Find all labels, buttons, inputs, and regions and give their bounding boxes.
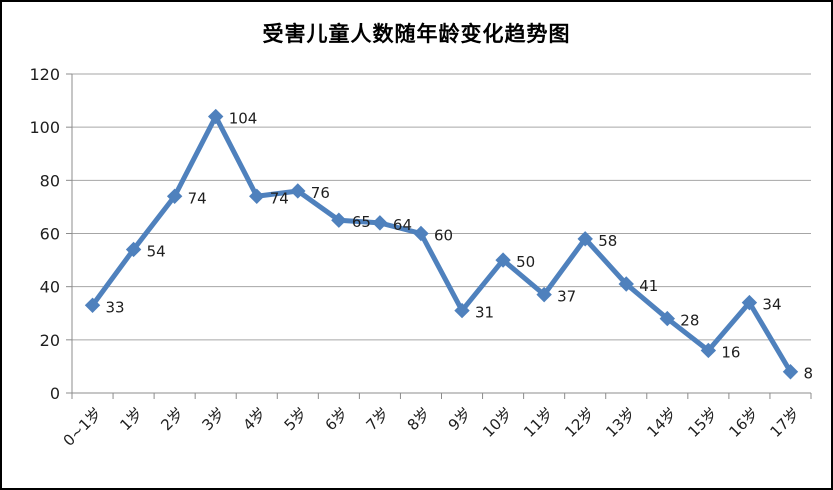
data-point-marker <box>782 364 799 380</box>
x-axis-category-label: 10岁 <box>479 404 516 441</box>
data-point-marker <box>577 231 593 247</box>
data-point-label: 104 <box>229 110 258 128</box>
data-point-marker <box>700 342 717 359</box>
x-axis-category-label: 4岁 <box>239 404 269 434</box>
data-point-label: 31 <box>475 304 494 322</box>
data-point-marker <box>125 241 142 258</box>
y-axis-tick-label: 0 <box>50 384 60 403</box>
x-axis-category-label: 17岁 <box>766 404 803 441</box>
y-axis-tick-label: 100 <box>29 118 60 137</box>
y-axis-tick-label: 80 <box>40 171 60 190</box>
data-point-marker <box>536 286 552 303</box>
data-point-label: 33 <box>106 298 125 316</box>
x-axis-category-label: 6岁 <box>322 404 352 434</box>
x-axis-category-label: 13岁 <box>602 404 639 441</box>
data-point-label: 74 <box>188 189 207 207</box>
data-point-marker <box>331 212 347 228</box>
data-point-label: 58 <box>598 232 617 250</box>
x-axis-category-label: 16岁 <box>725 404 762 441</box>
x-axis-category-label: 2岁 <box>157 404 187 434</box>
data-point-marker <box>741 294 758 311</box>
data-point-label: 74 <box>270 189 289 207</box>
data-point-label: 54 <box>147 242 166 260</box>
y-axis-tick-label: 20 <box>40 331 60 350</box>
data-point-label: 16 <box>721 343 740 361</box>
x-axis-category-label: 12岁 <box>561 404 598 441</box>
y-axis-tick-label: 60 <box>40 225 60 244</box>
x-axis-category-label: 14岁 <box>643 404 680 441</box>
x-axis-category-label: 3岁 <box>198 404 228 434</box>
y-axis-tick-label: 120 <box>29 65 60 84</box>
data-point-label: 65 <box>352 213 371 231</box>
y-axis-tick-label: 40 <box>40 278 60 297</box>
data-point-marker <box>290 183 306 199</box>
data-point-label: 76 <box>311 184 330 202</box>
data-point-marker <box>372 215 388 231</box>
x-axis-category-label: 7岁 <box>363 404 393 434</box>
data-point-label: 37 <box>557 288 576 306</box>
x-axis-category-label: 9岁 <box>445 404 475 434</box>
data-point-marker <box>413 225 429 242</box>
data-point-label: 64 <box>393 216 412 234</box>
data-point-marker <box>84 297 101 313</box>
data-point-label: 60 <box>434 227 453 245</box>
data-point-label: 8 <box>803 365 813 383</box>
data-point-marker <box>454 302 470 319</box>
data-point-marker <box>659 310 676 327</box>
data-point-label: 50 <box>516 253 535 271</box>
data-point-label: 28 <box>680 312 699 330</box>
x-axis-category-label: 11岁 <box>520 404 557 441</box>
x-axis-category-label: 0~1岁 <box>60 404 106 450</box>
data-point-marker <box>207 108 224 125</box>
x-axis-category-label: 8岁 <box>404 404 434 434</box>
data-point-marker <box>249 188 265 204</box>
x-axis-category-label: 15岁 <box>684 404 721 441</box>
data-point-marker <box>618 276 634 292</box>
x-axis-category-label: 5岁 <box>281 404 311 434</box>
data-point-label: 41 <box>639 277 658 295</box>
data-point-marker <box>495 252 511 268</box>
trend-line <box>90 114 793 375</box>
chart-title: 受害儿童人数随年龄变化趋势图 <box>262 21 571 46</box>
x-axis-category-label: 1岁 <box>116 404 146 434</box>
data-point-marker <box>166 188 183 204</box>
data-point-label: 34 <box>762 296 781 314</box>
